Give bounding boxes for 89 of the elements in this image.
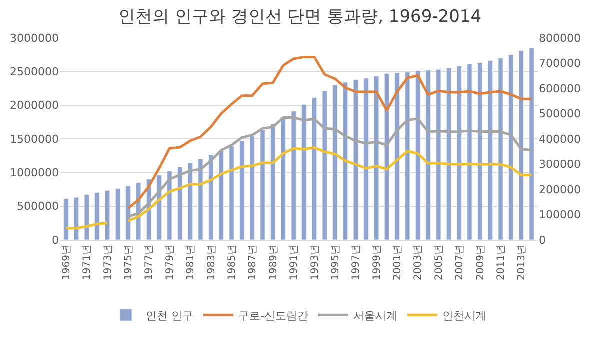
x-tick-label: 1997년 — [351, 245, 362, 280]
bar — [94, 192, 100, 240]
y-tick-label: 1500000 — [10, 132, 59, 146]
y2-tick-label: 300000 — [539, 158, 581, 172]
x-tick-label: 1973년 — [102, 245, 114, 280]
legend-label: 서울시계 — [353, 309, 398, 322]
x-tick-label: 1983년 — [206, 245, 218, 280]
x-tick-label: 2005년 — [434, 245, 445, 280]
y-tick-label: 0 — [52, 234, 59, 247]
line-series — [127, 116, 534, 218]
bar — [405, 72, 410, 240]
y2-tick-label: 600000 — [539, 82, 581, 96]
bar — [518, 50, 524, 240]
bar — [126, 186, 131, 240]
y-tick-label: 500000 — [17, 200, 59, 214]
bar — [353, 80, 358, 240]
chart-title: 인천의 인구와 경인선 단면 통과량, 1969-2014 — [118, 7, 482, 28]
bar — [84, 194, 90, 240]
bar — [291, 111, 296, 240]
bar — [467, 64, 472, 240]
x-tick-label: 1989년 — [268, 245, 280, 280]
bar — [177, 167, 183, 240]
bar — [426, 70, 431, 240]
y2-tick-label: 0 — [539, 234, 546, 247]
bar — [250, 136, 256, 240]
y-tick-label: 3000000 — [10, 32, 59, 45]
x-tick-label: 1999년 — [372, 245, 383, 280]
x-tick-label: 1977년 — [144, 245, 156, 280]
bar — [498, 58, 504, 240]
x-tick-label: 1969년 — [61, 245, 72, 280]
bar — [477, 62, 483, 240]
x-tick-label: 1995년 — [330, 245, 342, 280]
bar — [105, 190, 110, 240]
bar — [342, 82, 348, 240]
bar — [394, 72, 400, 240]
x-tick-label: 1987년 — [248, 245, 259, 280]
bar — [240, 140, 245, 240]
x-tick-label: 2001년 — [392, 245, 404, 280]
bar — [312, 98, 318, 240]
bar — [508, 54, 514, 240]
bar — [332, 84, 338, 240]
bar — [218, 150, 224, 240]
x-tick-label: 1979년 — [164, 245, 176, 280]
bar — [280, 117, 286, 240]
bar — [529, 48, 534, 240]
bar — [208, 154, 214, 240]
bar — [364, 78, 369, 240]
bar — [302, 104, 307, 240]
x-tick-label: 2007년 — [454, 245, 466, 280]
bar — [188, 162, 193, 240]
x-tick-label: 1991년 — [289, 245, 300, 280]
bar — [322, 90, 328, 240]
bar — [64, 198, 69, 240]
x-tick-label: 1971년 — [82, 245, 94, 280]
bar — [270, 124, 276, 240]
bar — [198, 158, 204, 240]
y-tick-label: 2000000 — [10, 99, 59, 112]
bar — [456, 66, 462, 240]
x-tick-label: 2009년 — [475, 245, 486, 280]
y2-tick-label: 800000 — [539, 32, 581, 45]
bar — [167, 171, 172, 240]
bar — [436, 69, 442, 240]
x-tick-label: 1993년 — [310, 245, 321, 280]
x-tick-label: 1981년 — [186, 245, 197, 280]
x-tick-label: 2003년 — [413, 245, 424, 280]
bar — [115, 188, 121, 240]
legend-label: 인천시계 — [442, 309, 486, 322]
bar — [229, 146, 234, 240]
bar — [74, 197, 80, 240]
x-tick-label: 2011년 — [496, 245, 507, 280]
y2-tick-label: 200000 — [539, 183, 581, 196]
x-tick-label: 1985년 — [227, 245, 238, 280]
legend-label: 구로-신도림간 — [238, 309, 308, 322]
y2-tick-label: 400000 — [539, 132, 581, 146]
legend-label: 인천 인구 — [146, 309, 194, 322]
bar — [260, 130, 266, 240]
y-tick-label: 1000000 — [10, 166, 59, 180]
y-tick-label: 2500000 — [10, 66, 59, 79]
y2-tick-label: 100000 — [539, 208, 581, 222]
bar — [415, 70, 421, 240]
bar — [374, 76, 380, 240]
x-tick-label: 2013년 — [516, 245, 528, 280]
line-series — [127, 56, 534, 210]
bar — [446, 68, 452, 240]
x-tick-label: 1975년 — [124, 245, 135, 280]
bar — [488, 60, 493, 240]
y2-tick-label: 700000 — [539, 57, 581, 70]
bar — [384, 73, 390, 240]
y2-tick-label: 500000 — [539, 108, 581, 121]
